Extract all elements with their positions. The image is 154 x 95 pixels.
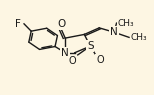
Text: S: S [87, 41, 94, 51]
Text: CH₃: CH₃ [118, 19, 134, 28]
Text: O: O [96, 55, 104, 65]
Text: CH₃: CH₃ [130, 33, 147, 42]
Text: F: F [15, 19, 21, 29]
Text: O: O [69, 56, 77, 66]
Text: O: O [57, 19, 66, 29]
Text: N: N [61, 48, 69, 58]
Text: N: N [110, 27, 118, 37]
